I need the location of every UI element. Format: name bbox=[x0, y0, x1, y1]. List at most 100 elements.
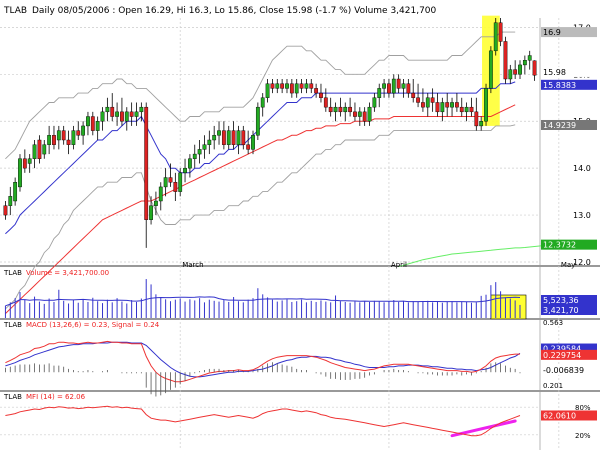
candle-body bbox=[450, 102, 454, 108]
date-tick-label: April bbox=[391, 261, 407, 269]
candle-body bbox=[270, 83, 275, 89]
candles-layer bbox=[3, 18, 537, 397]
candle-body bbox=[236, 130, 241, 145]
candle-body bbox=[299, 83, 304, 89]
candle-body bbox=[338, 106, 343, 113]
candle-body bbox=[217, 130, 221, 136]
candle-body bbox=[86, 116, 90, 127]
green-ma-line bbox=[398, 244, 550, 268]
mfi-trend-annotation bbox=[450, 419, 517, 438]
candle-body bbox=[3, 205, 8, 216]
candle-body bbox=[479, 121, 484, 127]
candle-body bbox=[27, 158, 32, 164]
candle-body bbox=[231, 130, 236, 145]
candle-body bbox=[493, 22, 498, 52]
candle-body bbox=[188, 158, 192, 169]
candle-body bbox=[163, 177, 168, 188]
macd-histogram-value-label-bg bbox=[541, 364, 597, 375]
lower-band-line bbox=[5, 124, 516, 310]
candle-body bbox=[202, 144, 207, 150]
candle-body bbox=[425, 97, 430, 108]
candle-body bbox=[255, 106, 260, 136]
candle-body bbox=[251, 135, 255, 150]
candle-body bbox=[518, 64, 522, 75]
macd-top-tick: 0.563 bbox=[543, 319, 563, 327]
volume-avg-label-bg bbox=[541, 295, 597, 305]
volume-last-label: 3,421,70 bbox=[543, 306, 579, 315]
mfi-tick-label: 80% bbox=[575, 404, 591, 412]
candle-body bbox=[246, 144, 251, 150]
candle-body bbox=[32, 144, 37, 159]
macd-bottom-tick: 0.201 bbox=[543, 382, 563, 390]
candle-body bbox=[42, 144, 47, 155]
candle-body bbox=[411, 92, 416, 98]
candle-body bbox=[445, 102, 450, 108]
candle-body bbox=[421, 102, 425, 108]
macd-panel-ticker: TLAB bbox=[3, 321, 22, 329]
volume-panel-label: Volume = 3,421,700.00 bbox=[26, 269, 109, 277]
mfi-panel-ticker: TLAB bbox=[3, 393, 22, 401]
candle-body bbox=[348, 106, 352, 113]
candle-body bbox=[343, 106, 348, 113]
volume-panel-ticker: TLAB bbox=[3, 269, 22, 277]
last-price-label-bg bbox=[541, 66, 597, 77]
candle-body bbox=[498, 22, 503, 42]
candle-body bbox=[401, 83, 406, 89]
candle-body bbox=[154, 200, 158, 206]
candle-body bbox=[406, 83, 411, 94]
candle-body bbox=[527, 55, 532, 61]
macd-signal-value-label: 0.239584 bbox=[543, 345, 581, 354]
candle-body bbox=[95, 121, 100, 131]
candle-body bbox=[319, 92, 323, 98]
blue-ma-value-label-bg bbox=[541, 79, 597, 90]
lower-band-value-label: 14.9239 bbox=[543, 121, 576, 130]
macd-value-label-bg bbox=[541, 349, 597, 360]
candle-body bbox=[173, 182, 178, 192]
candle-body bbox=[314, 88, 319, 94]
candle-body bbox=[294, 83, 299, 94]
candle-body bbox=[328, 106, 333, 113]
candle-body bbox=[469, 106, 474, 113]
candle-body bbox=[71, 130, 76, 145]
candle-body bbox=[304, 83, 309, 89]
candle-body bbox=[353, 111, 357, 117]
green-ma-value-label-bg bbox=[541, 239, 597, 250]
macd-signal-value-label-bg bbox=[541, 343, 597, 354]
macd-line bbox=[5, 340, 520, 383]
candle-body bbox=[90, 116, 95, 131]
candle-body bbox=[430, 97, 435, 103]
candle-body bbox=[333, 106, 338, 113]
mfi-panel-label: MFI (14) = 62.06 bbox=[26, 393, 86, 401]
labels-layer: 12.013.014.015.016.017.0MarchAprilMay16.… bbox=[3, 23, 597, 440]
candle-body bbox=[149, 205, 153, 220]
candle-body bbox=[285, 83, 289, 89]
candle-body bbox=[387, 83, 391, 94]
candle-body bbox=[81, 125, 85, 136]
candle-body bbox=[22, 158, 27, 169]
candle-body bbox=[435, 102, 440, 113]
price-tick-label: 12.0 bbox=[573, 258, 591, 267]
candle-body bbox=[207, 139, 212, 145]
date-tick-label: March bbox=[182, 261, 203, 269]
candle-body bbox=[391, 78, 396, 94]
candle-body bbox=[61, 130, 66, 141]
candle-body bbox=[265, 83, 270, 98]
candle-body bbox=[275, 83, 280, 89]
candle-body bbox=[221, 130, 226, 145]
candle-body bbox=[532, 60, 537, 76]
candle-body bbox=[260, 97, 265, 108]
candle-body bbox=[197, 149, 202, 155]
candle-body bbox=[416, 97, 420, 103]
candle-body bbox=[66, 139, 71, 145]
candle-body bbox=[134, 111, 139, 117]
candle-body bbox=[8, 196, 13, 206]
candle-body bbox=[124, 111, 129, 122]
candle-body bbox=[52, 135, 56, 145]
candle-body bbox=[280, 83, 285, 89]
candle-body bbox=[37, 139, 42, 159]
candle-body bbox=[522, 60, 527, 66]
candle-body bbox=[508, 69, 513, 80]
candle-body bbox=[110, 106, 115, 117]
